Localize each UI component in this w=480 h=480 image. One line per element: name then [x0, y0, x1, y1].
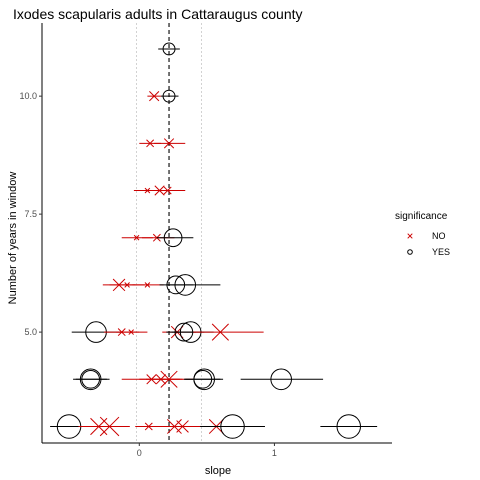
legend-entries: NO YES: [407, 231, 450, 257]
data-point-not-significant: [160, 370, 178, 388]
cross-stroke: [144, 422, 153, 431]
data-point-significant: [220, 414, 245, 439]
cross-stroke: [133, 234, 140, 241]
cross-stroke: [176, 420, 189, 433]
data-point-not-significant: [133, 234, 140, 241]
cross-stroke: [149, 91, 160, 102]
data-point-not-significant: [149, 91, 160, 102]
data-point-not-significant: [124, 282, 130, 288]
cross-stroke: [99, 416, 120, 437]
data-point-not-significant: [163, 138, 175, 149]
plot-area: 5.0 7.5 10.0 0 1: [19, 23, 392, 458]
legend: significance NO YES: [395, 211, 450, 257]
cross-stroke: [128, 329, 134, 335]
legend-title: significance: [395, 211, 448, 222]
data-point-significant: [79, 368, 102, 391]
data-point-significant: [162, 42, 176, 56]
legend-key-yes: [407, 249, 413, 255]
data-point-significant: [336, 414, 362, 439]
chart-title: Ixodes scapularis adults in Cattaraugus …: [13, 6, 303, 22]
data-point-significant: [174, 274, 197, 296]
data-point-not-significant: [146, 139, 155, 148]
data-point-significant: [193, 368, 215, 391]
cross-stroke: [124, 282, 130, 288]
legend-label: YES: [432, 247, 450, 257]
y-axis-title: Number of years in window: [7, 172, 19, 305]
cross-stroke: [163, 138, 175, 149]
legend-label: NO: [432, 231, 446, 241]
data-point-not-significant: [128, 329, 134, 335]
data-point-not-significant: [163, 186, 172, 195]
data-point-not-significant: [99, 416, 120, 437]
data-point-significant: [162, 89, 176, 103]
data-point-not-significant: [211, 323, 229, 341]
data-point-not-significant: [144, 282, 151, 288]
x-axis-title: slope: [205, 465, 231, 477]
data-point-not-significant: [144, 422, 153, 431]
cross-stroke: [160, 370, 178, 388]
cross-stroke: [163, 186, 172, 195]
cross-stroke: [146, 139, 155, 148]
data-point-significant: [270, 368, 292, 391]
x-tick-label: 0: [137, 448, 142, 458]
cross-stroke: [211, 323, 229, 341]
y-tick-label: 10.0: [19, 91, 37, 101]
data-point-not-significant: [176, 420, 189, 433]
cross-stroke: [144, 282, 151, 288]
y-tick-label: 5.0: [24, 327, 37, 337]
legend-key-no: [407, 233, 413, 239]
data-point-significant: [163, 228, 183, 248]
x-tick-label: 1: [272, 448, 277, 458]
cross-stroke: [407, 233, 413, 239]
y-tick-label: 7.5: [24, 209, 37, 219]
